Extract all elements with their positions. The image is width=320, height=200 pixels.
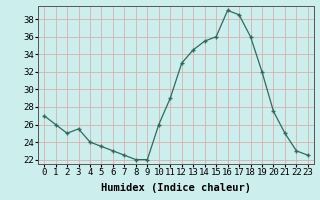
X-axis label: Humidex (Indice chaleur): Humidex (Indice chaleur): [101, 183, 251, 193]
